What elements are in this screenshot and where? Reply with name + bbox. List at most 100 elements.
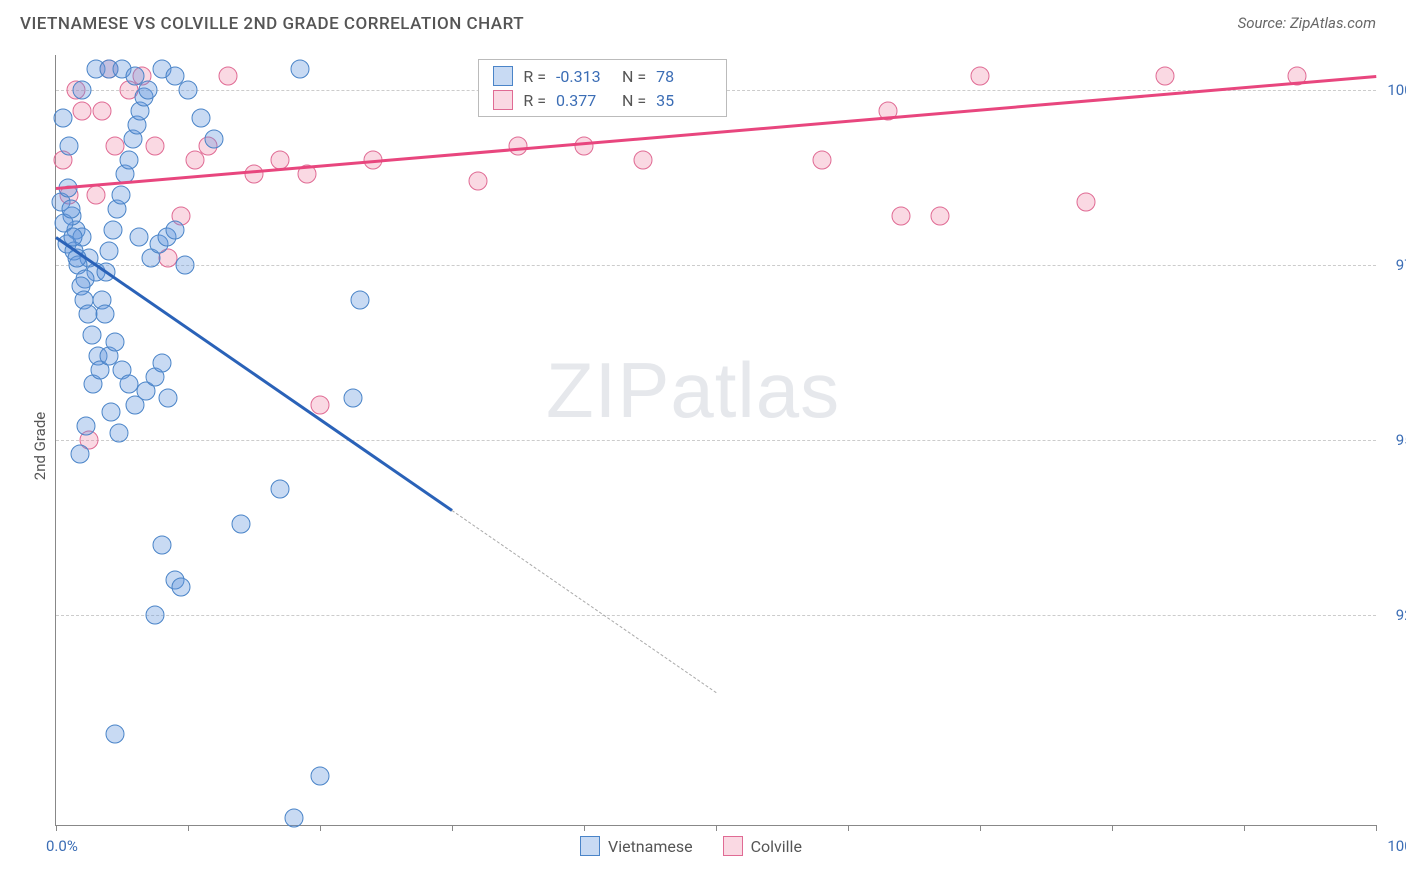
data-point (103, 221, 122, 240)
data-point (931, 207, 950, 226)
data-point (172, 578, 191, 597)
gridline (56, 265, 1376, 266)
x-label-right: 100.0% (1387, 837, 1406, 855)
data-point (344, 389, 363, 408)
data-point (73, 81, 92, 100)
data-point (205, 130, 224, 149)
legend-label: Vietnamese (608, 837, 693, 856)
data-point (271, 480, 290, 499)
legend: Vietnamese Colville (580, 836, 802, 856)
x-tick (1376, 825, 1377, 831)
data-point (575, 137, 594, 156)
x-label-left: 0.0% (46, 837, 78, 855)
data-point (311, 396, 330, 415)
data-point (218, 67, 237, 86)
stats-row: R = -0.313 N = 78 (479, 64, 726, 88)
x-tick (1244, 825, 1245, 831)
series-swatch (493, 66, 513, 86)
y-tick-label: 97.5% (1396, 256, 1406, 274)
data-point (111, 186, 130, 205)
data-point (509, 137, 528, 156)
data-point (95, 305, 114, 324)
watermark-atlas: atlas (670, 346, 840, 434)
data-point (99, 242, 118, 261)
data-point (119, 375, 138, 394)
data-point (93, 102, 112, 121)
gridline (56, 440, 1376, 441)
x-tick (1112, 825, 1113, 831)
data-point (192, 109, 211, 128)
data-point (350, 291, 369, 310)
chart-title: VIETNAMESE VS COLVILLE 2ND GRADE CORRELA… (20, 14, 524, 34)
legend-label: Colville (751, 837, 802, 856)
data-point (245, 165, 264, 184)
data-point (77, 417, 96, 436)
legend-item: Colville (723, 836, 802, 856)
data-point (469, 172, 488, 191)
data-point (152, 536, 171, 555)
data-point (70, 445, 89, 464)
y-axis-label: 2nd Grade (31, 412, 49, 480)
series-swatch (493, 90, 513, 110)
trend-line (452, 510, 717, 693)
x-tick (56, 825, 57, 831)
data-point (1076, 193, 1095, 212)
data-point (146, 137, 165, 156)
r-label: R = (523, 91, 546, 110)
r-label: R = (523, 67, 546, 86)
n-value: 35 (656, 91, 712, 110)
data-point (291, 60, 310, 79)
legend-swatch (580, 836, 600, 856)
data-point (891, 207, 910, 226)
data-point (159, 389, 178, 408)
x-tick (716, 825, 717, 831)
x-tick (848, 825, 849, 831)
data-point (231, 515, 250, 534)
stats-box: R = -0.313 N = 78 R = 0.377 N = 35 (478, 59, 727, 117)
data-point (179, 81, 198, 100)
chart-container: VIETNAMESE VS COLVILLE 2ND GRADE CORRELA… (0, 0, 1406, 892)
data-point (53, 109, 72, 128)
source-label: Source: ZipAtlas.com (1238, 14, 1376, 32)
n-label: N = (622, 91, 646, 110)
data-point (119, 151, 138, 170)
x-tick (452, 825, 453, 831)
data-point (106, 333, 125, 352)
n-value: 78 (656, 67, 712, 86)
data-point (78, 305, 97, 324)
data-point (130, 228, 149, 247)
stats-row: R = 0.377 N = 35 (479, 88, 726, 112)
x-tick (980, 825, 981, 831)
r-value: -0.313 (556, 67, 612, 86)
data-point (106, 725, 125, 744)
data-point (60, 137, 79, 156)
watermark: ZIPatlas (546, 345, 840, 436)
data-point (110, 424, 129, 443)
data-point (971, 67, 990, 86)
data-point (634, 151, 653, 170)
x-tick (584, 825, 585, 831)
data-point (73, 102, 92, 121)
watermark-zip: ZIP (546, 346, 670, 434)
y-tick-label: 100.0% (1387, 81, 1406, 99)
n-label: N = (622, 67, 646, 86)
plot-area: ZIPatlas 92.5%95.0%97.5%100.0%0.0%100.0%… (55, 55, 1376, 826)
gridline (56, 615, 1376, 616)
data-point (139, 81, 158, 100)
legend-item: Vietnamese (580, 836, 693, 856)
data-point (812, 151, 831, 170)
data-point (311, 767, 330, 786)
r-value: 0.377 (556, 91, 612, 110)
x-tick (320, 825, 321, 831)
x-tick (188, 825, 189, 831)
y-tick-label: 92.5% (1396, 606, 1406, 624)
data-point (86, 186, 105, 205)
data-point (176, 256, 195, 275)
data-point (152, 354, 171, 373)
y-tick-label: 95.0% (1396, 431, 1406, 449)
data-point (146, 606, 165, 625)
legend-swatch (723, 836, 743, 856)
data-point (284, 809, 303, 828)
data-point (1155, 67, 1174, 86)
data-point (102, 403, 121, 422)
